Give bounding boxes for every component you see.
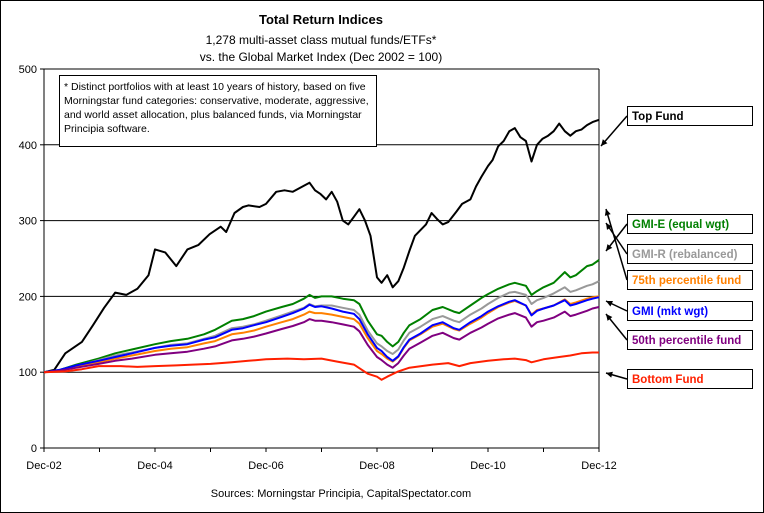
callout-gmi-mkt-wgt: GMI (mkt wgt) <box>627 301 753 321</box>
x-tick-label-Dec-12: Dec-12 <box>581 460 616 472</box>
x-tick-label-Dec-08: Dec-08 <box>359 460 394 472</box>
x-tick-label-Dec-02: Dec-02 <box>26 460 61 472</box>
callout-top-fund: Top Fund <box>627 106 753 126</box>
footnote-box: * Distinct portfolios with at least 10 y… <box>59 75 377 147</box>
y-tick-label-200: 200 <box>19 291 37 303</box>
y-tick-label-400: 400 <box>19 140 37 152</box>
y-tick-label-100: 100 <box>19 367 37 379</box>
y-tick-label-300: 300 <box>19 216 37 228</box>
callout-gmi-r-rebalanced: GMI-R (rebalanced) <box>627 244 753 264</box>
chart-subtitle-2: vs. the Global Market Index (Dec 2002 = … <box>199 50 443 64</box>
callout-arrow-head-4 <box>606 300 613 307</box>
y-tick-label-500: 500 <box>19 64 37 76</box>
callout-arrow-head-5 <box>606 314 613 321</box>
series-line-50th-percentile-fund <box>43 306 600 374</box>
callout-bottom-fund: Bottom Fund <box>627 369 753 389</box>
callout-arrow-head-6 <box>606 371 613 378</box>
x-tick-label-Dec-04: Dec-04 <box>137 460 172 472</box>
callout-arrow-head-3 <box>604 209 611 216</box>
series-line-bottom-fund <box>43 351 599 381</box>
callout-75th-percentile-fund: 75th percentile fund <box>627 270 753 290</box>
callout-50th-percentile-fund: 50th percentile fund <box>627 330 753 350</box>
callout-arrow-line-0 <box>600 115 628 147</box>
y-tick-label-0: 0 <box>31 443 37 455</box>
callout-arrow-head-0 <box>601 139 608 146</box>
series-line-gmi-mkt-wgt <box>43 296 600 374</box>
x-tick-label-Dec-10: Dec-10 <box>470 460 505 472</box>
series-line-75th-percentile-fund <box>43 295 600 374</box>
callout-arrow-line-3 <box>605 208 628 281</box>
x-tick-label-Dec-06: Dec-06 <box>248 460 283 472</box>
series-line-top-fund <box>43 118 600 374</box>
chart-subtitle-1: 1,278 multi-asset class mutual funds/ETF… <box>205 33 437 47</box>
source-note: Sources: Morningstar Principia, CapitalS… <box>210 488 472 500</box>
callout-arrow-head-2 <box>606 223 613 230</box>
series-line-gmi-e-equal-wgt <box>43 259 600 374</box>
callout-gmi-e-equal-wgt: GMI-E (equal wgt) <box>627 214 753 234</box>
callout-arrow-head-1 <box>606 244 613 251</box>
chart-title: Total Return Indices <box>259 12 383 27</box>
